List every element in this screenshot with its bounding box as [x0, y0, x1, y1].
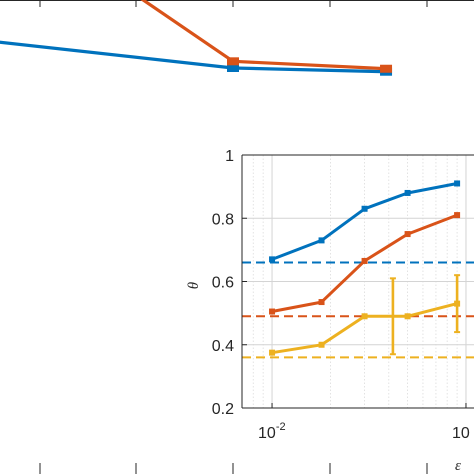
main-series-1-line [140, 0, 387, 71]
inset-y-tick-label-3: 0.8 [212, 211, 234, 228]
inset-series-1-point-1 [318, 299, 325, 306]
inset-series-0-point-0 [269, 256, 276, 263]
inset-x-tick-label-base-1: 10 [452, 425, 470, 442]
inset-series-0-point-4 [454, 180, 461, 187]
inset-series-2-point-0 [269, 349, 276, 356]
inset-y-tick-label-2: 0.6 [212, 275, 234, 292]
inset-y-tick-label-4: 1 [225, 148, 234, 165]
inset-series-0-point-1 [318, 237, 325, 244]
inset-y-tick-label-0: 0.2 [212, 401, 234, 418]
inset-y-tick-label-1: 0.4 [212, 338, 234, 355]
inset-x-axis-label: ε [455, 458, 461, 474]
inset-series-1-point-4 [454, 212, 461, 219]
inset-series-0-point-2 [361, 205, 368, 212]
inset-series-2-point-2 [361, 313, 368, 320]
inset-y-axis-label: θ [186, 281, 202, 289]
inset-series-2-point-1 [318, 341, 325, 348]
main-series-0-point-1 [227, 64, 239, 72]
inset-series-0-point-3 [404, 189, 411, 196]
inset-series-1-point-0 [269, 308, 276, 315]
inset-series-1-point-3 [404, 231, 411, 238]
inset-x-tick-label-base-0: 10 [258, 425, 276, 442]
main-series-1-point-2 [380, 64, 393, 73]
inset-series-2-point-3 [404, 313, 411, 320]
inset-series-2-point-4 [454, 300, 461, 307]
inset-x-tick-label-1: 10 [452, 425, 470, 442]
main-series-1-point-1 [227, 57, 239, 66]
inset-x-tick-label-exp-0: -2 [276, 421, 286, 433]
inset-series-1-point-2 [361, 257, 368, 264]
inset-x-tick-label-0: 10-2 [258, 421, 286, 442]
